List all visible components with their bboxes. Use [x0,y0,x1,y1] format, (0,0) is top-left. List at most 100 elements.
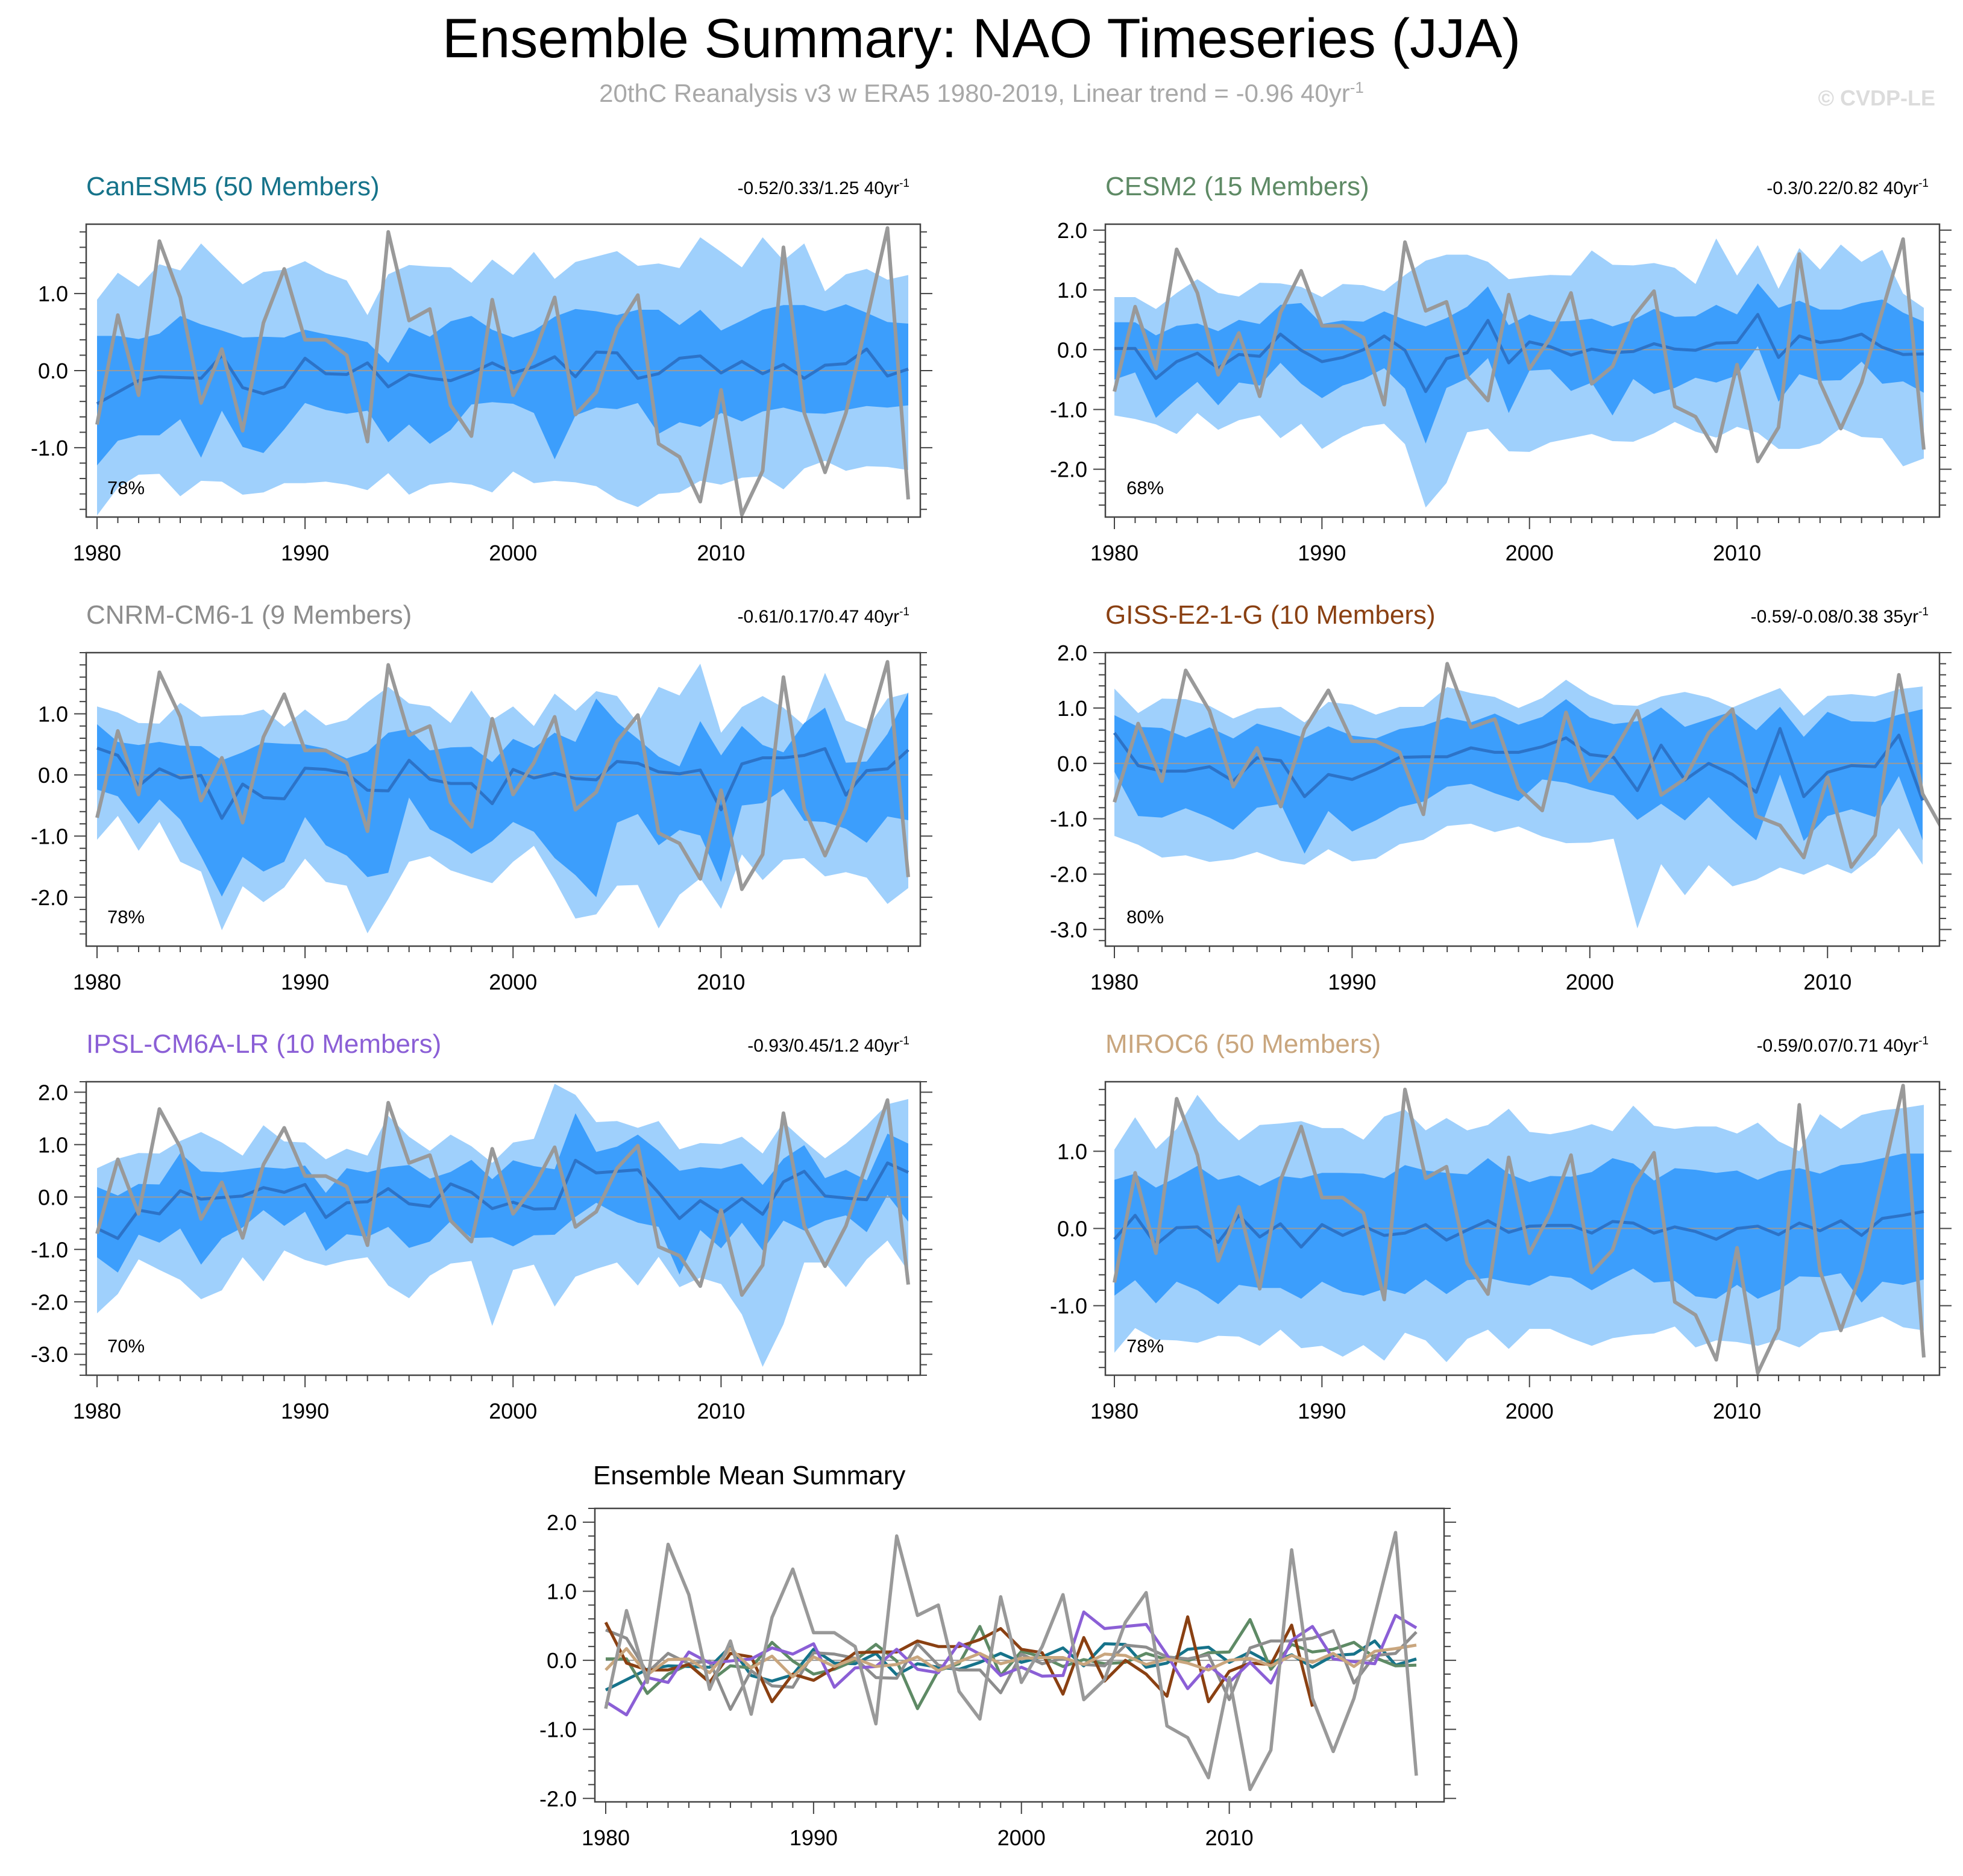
x-tick-label: 1980 [73,541,121,565]
panel-ipsl-cm6a-lr: -3.0 -2.0 -1.0 0.0 1.0 2.0 1980 1990 2000 2010 IPS… [31,1029,932,1423]
trend-value: -0.93/0.45/1.2 40yr [747,1036,899,1056]
observations-line [1113,1084,1926,1375]
y-tick-label: 2.0 [547,1510,577,1535]
panel-giss-e2-1-g: -3.0 -2.0 -1.0 0.0 1.0 2.0 1980 1990 2000 2010 GIS… [1050,600,1952,994]
observations-line [1113,237,1926,463]
y-tick-label: -1.0 [1050,397,1087,422]
y-tick-label: 0.0 [38,763,68,788]
y-tick-label: 1.0 [1057,278,1087,303]
x-tick-label: 1990 [281,541,329,565]
x-tick-label: 2000 [1506,541,1554,565]
panel-title: GISS-E2-1-G (10 Members) [1105,600,1436,630]
x-tick-label: 1980 [73,1399,121,1423]
x-tick-label: 2010 [1713,1399,1761,1423]
y-tick-label: 2.0 [38,1080,68,1105]
y-tick-label: -1.0 [539,1718,577,1742]
trend-value: -0.59/0.07/0.71 40yr [1757,1036,1919,1056]
x-tick-label: 2000 [1506,1399,1554,1423]
y-tick-label: -2.0 [539,1786,577,1811]
percent-label: 78% [107,906,145,927]
subtitle-text: 20thC Reanalysis v3 w ERA5 1980-2019, Li… [599,79,1350,107]
x-tick-label: 1990 [1298,541,1346,565]
panel-title: CESM2 (15 Members) [1105,172,1369,201]
trend-value: -0.3/0.22/0.82 40yr [1767,178,1918,198]
x-tick-label: 2010 [697,1399,745,1423]
x-tick-label: 1990 [281,1399,329,1423]
panel-cesm2: -2.0 -1.0 0.0 1.0 2.0 1980 1990 2000 2010 CESM2 (… [1050,172,1952,565]
trend-exponent: -1 [1918,177,1929,190]
trend-exponent: -1 [899,606,909,618]
x-tick-label: 1990 [1298,1399,1346,1423]
x-tick-label: 2010 [697,541,745,565]
trend-value: -0.59/-0.08/0.38 35yr [1751,607,1919,627]
trend-label: -0.59/0.07/0.71 40yr-1 [1757,1035,1929,1056]
x-tick-label: 1980 [1090,1399,1139,1423]
y-tick-label: -3.0 [31,1342,68,1367]
panel-miroc6: -1.0 0.0 1.0 1980 1990 2000 2010 MIROC6 (50 Mem… [1050,1029,1952,1423]
y-tick-label: 0.0 [38,359,68,383]
spread-band-inner [97,692,908,897]
panel-title: CNRM-CM6-1 (9 Members) [86,600,412,630]
x-tick-label: 1990 [281,970,329,994]
page-subtitle: 20thC Reanalysis v3 w ERA5 1980-2019, Li… [0,78,1963,108]
x-tick-label: 2000 [489,541,537,565]
y-tick-label: 1.0 [1057,696,1087,721]
panel-title: Ensemble Mean Summary [593,1461,905,1490]
trend-exponent: -1 [899,177,909,190]
trend-exponent: -1 [1918,1035,1929,1047]
percent-label: 78% [107,477,145,498]
y-tick-label: -3.0 [1050,917,1087,942]
trend-exponent: -1 [1918,606,1929,618]
y-tick-label: 1.0 [1057,1139,1087,1164]
y-tick-label: -1.0 [31,824,68,849]
copyright-label: © CVDP-LE [1818,86,1935,110]
x-tick-label: 2000 [489,970,537,994]
percent-label: 80% [1126,906,1164,927]
panel-canesm5: -1.0 0.0 1.0 1980 1990 2000 2010 CanESM5 (50 Me… [31,172,932,565]
y-tick-label: 0.0 [1057,1217,1087,1241]
y-tick-label: -2.0 [31,1290,68,1314]
y-tick-label: -1.0 [1050,1294,1087,1319]
subtitle-exponent: -1 [1349,78,1364,96]
y-tick-label: -2.0 [31,885,68,910]
observations-line [95,1098,910,1297]
x-tick-label: 2010 [1205,1825,1254,1850]
trend-label: -0.61/0.17/0.47 40yr-1 [738,606,909,627]
percent-label: 70% [107,1335,145,1357]
x-tick-label: 2010 [1713,541,1761,565]
observations-line [95,660,910,891]
y-tick-label: -1.0 [31,436,68,460]
x-tick-label: 1980 [1090,541,1139,565]
y-tick-label: 1.0 [38,1132,68,1157]
x-tick-label: 1990 [1328,970,1376,994]
page-title: Ensemble Summary: NAO Timeseries (JJA) [442,8,1521,69]
series-line-obs [604,1531,1418,1792]
y-tick-label: 2.0 [1057,641,1087,665]
plot-frame [1104,651,1941,947]
x-tick-label: 2000 [997,1825,1046,1850]
panel-title: IPSL-CM6A-LR (10 Members) [86,1029,441,1059]
trend-exponent: -1 [899,1035,909,1047]
observations-line [1113,662,1939,869]
x-tick-label: 2000 [1566,970,1614,994]
panel-title: CanESM5 (50 Members) [86,172,380,201]
percent-label: 78% [1126,1335,1164,1357]
trend-value: -0.52/0.33/1.25 40yr [738,178,900,198]
spread-band-inner [97,304,908,466]
x-tick-label: 1990 [790,1825,838,1850]
spread-band-inner [1114,283,1924,444]
trend-value: -0.61/0.17/0.47 40yr [738,607,900,627]
y-tick-label: -1.0 [31,1237,68,1262]
observations-line [95,226,910,517]
y-tick-label: 1.0 [547,1580,577,1604]
y-tick-label: 0.0 [547,1648,577,1673]
plot-frame [594,1507,1445,1803]
y-tick-label: 1.0 [38,281,68,306]
x-tick-label: 1980 [582,1825,630,1850]
x-tick-label: 1980 [1090,970,1139,994]
y-tick-label: 1.0 [38,701,68,726]
spread-band-inner [1114,699,1923,854]
x-tick-label: 2010 [1803,970,1852,994]
trend-label: -0.93/0.45/1.2 40yr-1 [747,1035,909,1056]
panel-title: MIROC6 (50 Members) [1105,1029,1381,1059]
